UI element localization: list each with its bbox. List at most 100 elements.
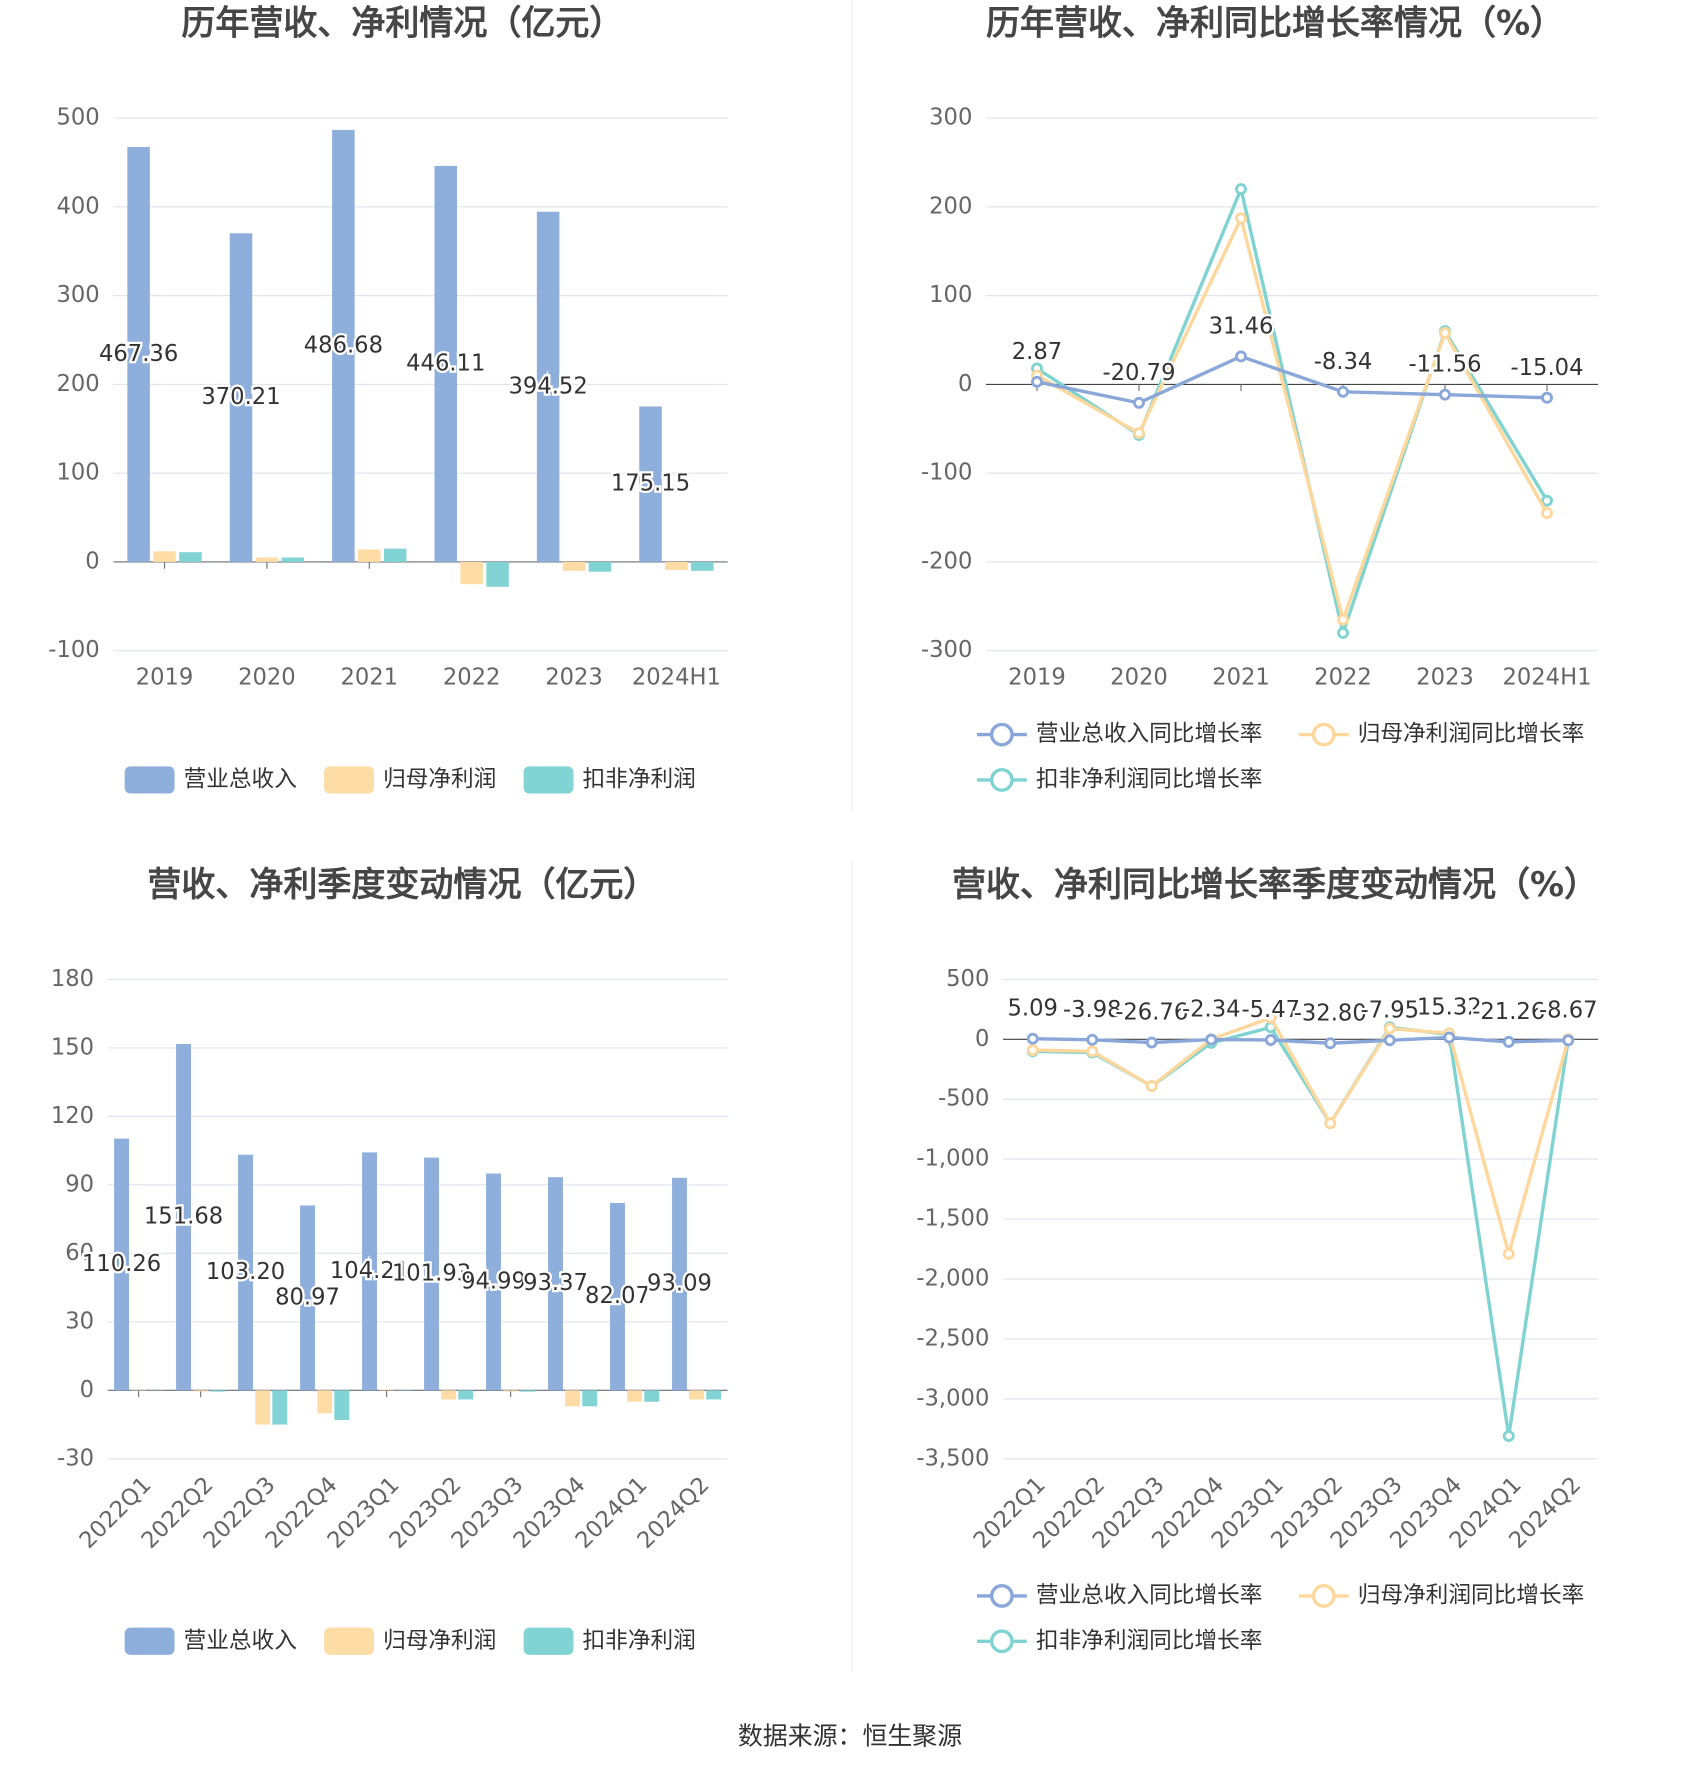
data-label: 80.97 bbox=[275, 1284, 340, 1310]
bar bbox=[486, 561, 509, 587]
point bbox=[1337, 613, 1349, 626]
legend-label: 扣非净利润 bbox=[583, 1628, 696, 1654]
bar bbox=[536, 211, 560, 562]
legend-label: 归母净利润同比增长率 bbox=[1358, 721, 1585, 747]
point bbox=[1383, 1034, 1396, 1047]
line bbox=[1032, 1015, 1570, 1261]
point bbox=[1264, 1034, 1277, 1046]
point bbox=[1133, 396, 1145, 409]
bar bbox=[458, 1390, 474, 1400]
point bbox=[1235, 212, 1247, 225]
legend-label: 营业总收入同比增长率 bbox=[1036, 721, 1263, 747]
legend-swatch bbox=[989, 722, 1014, 747]
point bbox=[1502, 1035, 1515, 1048]
data-label: -15.04 bbox=[1510, 355, 1583, 381]
legend-swatch bbox=[124, 766, 175, 794]
y-tick-label: 60 bbox=[65, 1240, 94, 1266]
bar bbox=[238, 1154, 253, 1391]
bar bbox=[334, 1390, 350, 1420]
data-label: 394.52 bbox=[508, 373, 587, 399]
bar bbox=[153, 551, 176, 562]
data-label: 15.32 bbox=[1417, 995, 1482, 1021]
point bbox=[1383, 1022, 1396, 1035]
bar bbox=[588, 561, 612, 572]
y-tick-label: 200 bbox=[56, 371, 99, 397]
y-tick-label: -3,000 bbox=[916, 1385, 989, 1411]
x-tick-label: 2024H1 bbox=[1502, 664, 1591, 690]
data-label: -26.76 bbox=[1115, 1000, 1188, 1026]
legend-swatch bbox=[989, 768, 1014, 792]
point bbox=[1086, 1033, 1099, 1046]
bar bbox=[362, 1152, 377, 1391]
x-tick-label: 2021 bbox=[340, 664, 398, 690]
point bbox=[1235, 350, 1247, 363]
data-label: 110.26 bbox=[82, 1251, 161, 1277]
data-label: 2.87 bbox=[1012, 339, 1062, 365]
y-tick-label: -300 bbox=[921, 637, 972, 663]
point bbox=[1337, 627, 1349, 639]
y-tick-label: -2,500 bbox=[916, 1325, 989, 1351]
line bbox=[1036, 183, 1549, 640]
y-tick-label: 120 bbox=[51, 1103, 94, 1129]
point bbox=[1205, 1033, 1218, 1046]
y-tick-label: 0 bbox=[975, 1026, 989, 1052]
point bbox=[1145, 1080, 1158, 1093]
data-label: 31.46 bbox=[1209, 314, 1274, 340]
bar bbox=[548, 1177, 563, 1391]
data-label: 101.93 bbox=[392, 1260, 471, 1286]
bar bbox=[179, 552, 202, 562]
y-tick-label: 300 bbox=[929, 105, 972, 131]
point bbox=[1026, 1044, 1039, 1057]
point bbox=[1086, 1045, 1099, 1058]
y-tick-label: 300 bbox=[56, 282, 99, 308]
point bbox=[1337, 385, 1349, 398]
legend-swatch bbox=[324, 766, 374, 794]
y-tick-label: 500 bbox=[56, 105, 99, 131]
legend-label: 扣非净利润同比增长率 bbox=[1036, 1628, 1263, 1654]
data-label: 94.99 bbox=[461, 1268, 526, 1294]
data-label: 93.09 bbox=[647, 1271, 712, 1297]
bar bbox=[565, 1390, 581, 1407]
data-label: -32.80 bbox=[1294, 1000, 1367, 1026]
point bbox=[1541, 391, 1553, 404]
legend-label: 归母净利润同比增长率 bbox=[1358, 1582, 1585, 1608]
line bbox=[1032, 1025, 1570, 1437]
bar bbox=[460, 561, 483, 585]
legend-swatch bbox=[523, 766, 574, 794]
point bbox=[1026, 1032, 1039, 1045]
y-tick-label: 0 bbox=[80, 1377, 94, 1403]
source: 数据来源：恒生聚源 bbox=[738, 1722, 962, 1751]
data-label: 175.15 bbox=[611, 471, 690, 497]
data-label: 82.07 bbox=[585, 1283, 650, 1309]
x-tick-label: 2021 bbox=[1212, 664, 1270, 690]
bar bbox=[582, 1390, 598, 1407]
y-tick-label: -100 bbox=[48, 637, 99, 663]
bar bbox=[562, 561, 586, 571]
data-label: -2.34 bbox=[1182, 997, 1241, 1023]
y-tick-label: -3,500 bbox=[916, 1445, 989, 1471]
bar bbox=[193, 1390, 209, 1392]
point bbox=[1031, 375, 1043, 388]
data-label: 151.68 bbox=[144, 1204, 223, 1230]
bar bbox=[255, 1390, 271, 1425]
data-label: 93.37 bbox=[523, 1270, 588, 1296]
point bbox=[1541, 494, 1553, 507]
data-label: 446.11 bbox=[406, 350, 485, 376]
y-tick-label: 150 bbox=[51, 1034, 94, 1060]
data-label: 467.36 bbox=[99, 341, 178, 367]
legend-swatch bbox=[1311, 1584, 1336, 1608]
bar bbox=[176, 1044, 191, 1391]
point bbox=[1133, 427, 1145, 440]
bar bbox=[503, 1390, 519, 1392]
bar bbox=[300, 1205, 315, 1391]
bar bbox=[127, 147, 150, 562]
legend-swatch bbox=[324, 1627, 374, 1655]
x-tick-label: 2023 bbox=[545, 664, 603, 690]
chart-title: 营收、净利季度变动情况（亿元） bbox=[147, 865, 657, 905]
bar bbox=[486, 1173, 501, 1391]
bar bbox=[665, 561, 688, 570]
bar bbox=[610, 1202, 625, 1391]
y-tick-label: 500 bbox=[946, 966, 989, 992]
point bbox=[1324, 1117, 1337, 1130]
line bbox=[1036, 354, 1548, 405]
